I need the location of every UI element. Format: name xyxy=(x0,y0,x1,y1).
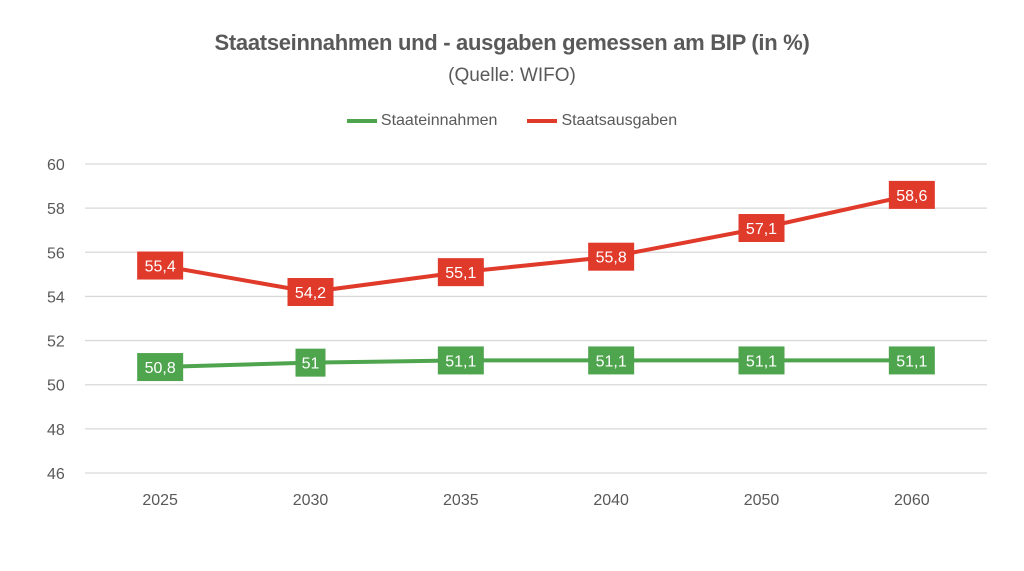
data-label: 51,1 xyxy=(445,353,476,370)
x-tick-label: 2030 xyxy=(293,492,329,509)
x-tick-label: 2060 xyxy=(894,492,930,509)
data-label: 50,8 xyxy=(145,360,176,377)
data-label-box xyxy=(295,348,326,377)
y-tick-label: 52 xyxy=(47,334,65,351)
legend-item-ausgaben: Staatsausgaben xyxy=(527,112,677,130)
data-label: 51 xyxy=(302,356,320,373)
legend-label-einnahmen: Staateinnahmen xyxy=(380,112,498,129)
legend-swatch-ausgaben xyxy=(527,119,558,123)
series-line-einnahmen xyxy=(160,358,912,370)
y-tick-label: 46 xyxy=(47,466,65,483)
legend: Staateinnahmen Staatsausgaben xyxy=(0,112,1024,130)
data-label: 54,2 xyxy=(295,285,326,302)
x-tick-label: 2035 xyxy=(443,492,479,509)
data-label-box xyxy=(437,258,484,287)
x-tick-label: 2025 xyxy=(142,492,178,509)
data-label: 51,1 xyxy=(896,353,927,370)
y-tick-label: 48 xyxy=(47,422,65,439)
y-tick-label: 60 xyxy=(47,157,65,174)
y-tick-label: 50 xyxy=(47,378,65,395)
data-label-box xyxy=(888,346,935,375)
data-label: 51,1 xyxy=(746,353,777,370)
x-tick-label: 2050 xyxy=(744,492,780,509)
series-line-ausgaben xyxy=(159,192,913,295)
data-label-box xyxy=(137,353,184,382)
legend-item-einnahmen: Staateinnahmen xyxy=(346,112,498,130)
data-label-box xyxy=(588,346,635,375)
legend-swatch-einnahmen xyxy=(346,119,377,123)
data-label: 51,1 xyxy=(596,353,627,370)
data-label-box xyxy=(738,214,785,243)
y-tick-label: 54 xyxy=(47,289,65,306)
data-label: 55,1 xyxy=(445,265,476,282)
chart-subtitle: (Quelle: WIFO) xyxy=(448,65,576,86)
y-tick-label: 56 xyxy=(47,245,65,262)
data-label-box xyxy=(287,278,334,307)
data-label-box xyxy=(738,346,785,375)
data-label-box xyxy=(588,242,635,271)
data-label-box xyxy=(437,346,484,375)
chart-title: Staatseinnahmen und - ausgaben gemessen … xyxy=(214,30,810,55)
data-label: 58,6 xyxy=(896,188,927,205)
data-label: 55,4 xyxy=(145,259,176,276)
data-label-box xyxy=(137,251,184,280)
data-label: 57,1 xyxy=(746,221,777,238)
data-label: 55,8 xyxy=(596,250,627,267)
x-tick-label: 2040 xyxy=(593,492,629,509)
y-tick-label: 58 xyxy=(47,201,65,218)
data-label-box xyxy=(888,180,935,209)
legend-label-ausgaben: Staatsausgaben xyxy=(561,112,678,129)
